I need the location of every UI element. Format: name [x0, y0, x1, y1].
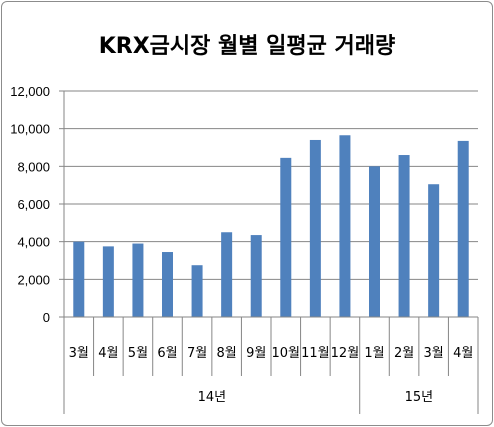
x-tick-label: 11월	[301, 346, 330, 361]
label-layer: 0 2,000 4,000 6,000 8,000 10,000 12,000 3월 4월 5월 6…	[10, 84, 473, 405]
y-tick-label: 12,000	[10, 84, 50, 99]
x-tick-label: 3월	[69, 346, 89, 361]
bar	[162, 252, 173, 317]
x-tick-label: 12월	[331, 346, 360, 361]
bar	[250, 235, 262, 317]
bar	[398, 155, 410, 317]
bar	[132, 243, 144, 317]
y-tick-label: 8,000	[17, 159, 50, 174]
bar	[280, 157, 292, 317]
y-tick-label: 2,000	[17, 272, 50, 287]
chart-title: KRX금시장 월별 일평균 거래량	[99, 34, 396, 59]
x-tick-label: 1월	[364, 346, 384, 361]
bar	[191, 265, 203, 317]
x-tick-label: 5월	[128, 346, 148, 361]
x-tick-label: 4월	[453, 346, 473, 361]
y-tick-label: 0	[43, 310, 50, 325]
x-tick-label: 9월	[246, 346, 266, 361]
x-tick-label: 4월	[98, 346, 118, 361]
axis-layer	[59, 90, 479, 414]
x-tick-label: 3월	[424, 346, 444, 361]
bar	[428, 184, 440, 317]
y-tick-label: 10,000	[10, 122, 50, 137]
bar	[369, 166, 380, 317]
bar	[309, 139, 321, 317]
bar	[102, 246, 114, 317]
x-tick-label: 10월	[272, 346, 301, 361]
y-tick-label: 4,000	[17, 235, 50, 250]
bar-layer	[73, 135, 469, 317]
grid-layer	[64, 90, 478, 280]
group-label: 14년	[198, 390, 227, 405]
bar	[339, 135, 351, 317]
y-tick-label: 6,000	[17, 197, 50, 212]
bar	[457, 140, 469, 317]
x-tick-label: 7월	[187, 346, 207, 361]
x-tick-label: 2월	[394, 346, 414, 361]
bar	[221, 232, 233, 317]
group-label: 15년	[405, 390, 434, 405]
x-tick-label: 8월	[217, 346, 237, 361]
x-tick-label: 6월	[157, 346, 177, 361]
bar	[73, 241, 85, 317]
